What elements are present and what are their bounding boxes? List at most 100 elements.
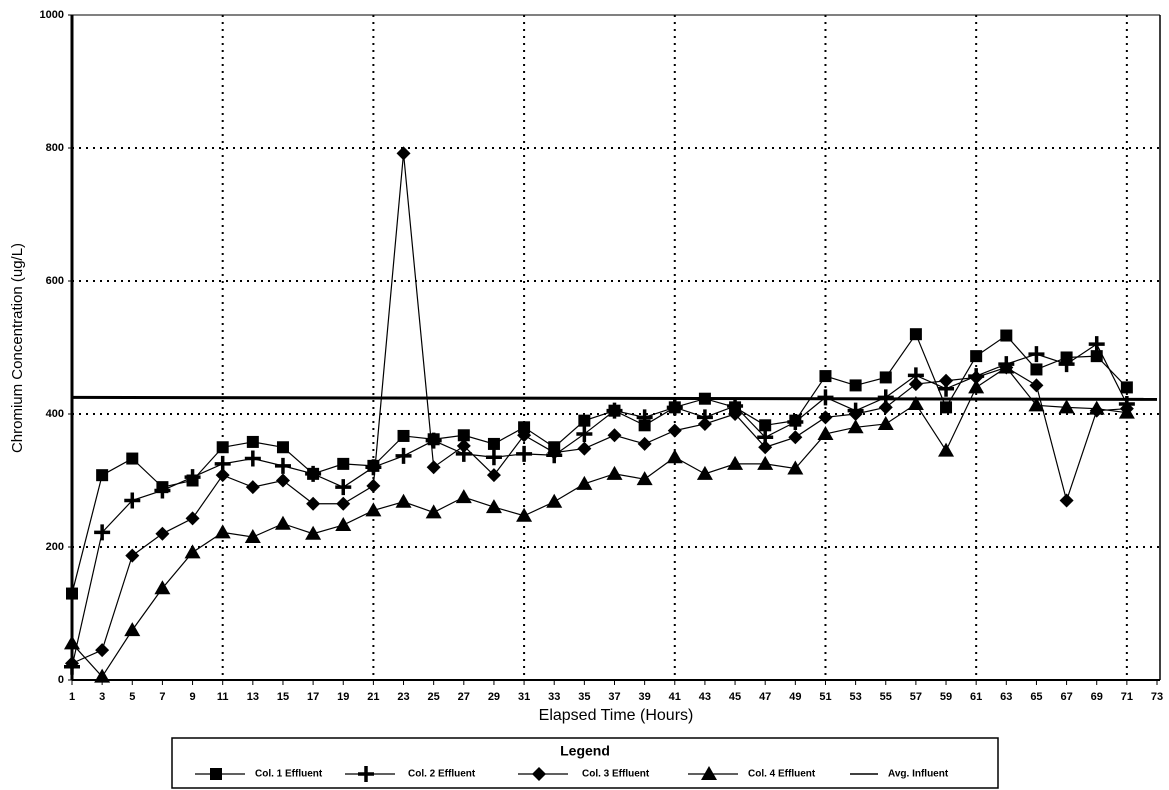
data-point <box>940 401 953 414</box>
data-point <box>787 460 804 475</box>
x-tick-label: 11 <box>217 691 229 703</box>
x-tick-label: 51 <box>819 691 831 703</box>
x-tick-label: 25 <box>428 691 440 703</box>
data-point <box>426 460 441 475</box>
y-axis-label: Chromium Concentration (ug/L) <box>9 243 26 453</box>
data-point <box>636 409 653 426</box>
data-point <box>154 482 171 499</box>
x-tick-label: 73 <box>1151 691 1163 703</box>
data-point <box>246 435 259 448</box>
data-point <box>998 359 1015 374</box>
data-point <box>94 668 111 683</box>
data-point <box>697 416 712 431</box>
data-point <box>485 499 502 514</box>
data-point <box>365 502 382 517</box>
data-point <box>184 469 201 486</box>
x-tick-label: 67 <box>1060 691 1072 703</box>
data-point <box>576 475 593 490</box>
data-point <box>395 447 412 464</box>
data-point <box>666 399 683 416</box>
legend-marker <box>701 766 717 780</box>
data-point <box>667 423 682 438</box>
data-point <box>637 436 652 451</box>
data-point <box>1090 350 1103 363</box>
x-tick-label: 63 <box>1000 691 1012 703</box>
data-point <box>487 437 500 450</box>
data-point <box>907 396 924 411</box>
data-point <box>96 469 109 482</box>
x-tick-label: 59 <box>940 691 952 703</box>
data-point <box>276 441 289 454</box>
x-tick-label: 39 <box>639 691 651 703</box>
legend-box <box>171 737 999 789</box>
data-point <box>577 441 592 456</box>
x-tick-label: 35 <box>578 691 590 703</box>
data-point <box>938 442 955 457</box>
x-tick-label: 29 <box>488 691 500 703</box>
data-point <box>155 526 170 541</box>
x-tick-label: 17 <box>307 691 319 703</box>
data-point <box>819 370 832 383</box>
data-point <box>274 515 291 530</box>
x-tick-label: 7 <box>159 691 165 703</box>
data-point <box>125 548 140 563</box>
data-point <box>909 328 922 341</box>
y-tick-label: 800 <box>46 142 64 154</box>
x-tick-label: 53 <box>849 691 861 703</box>
x-tick-label: 37 <box>608 691 620 703</box>
data-point <box>759 419 772 432</box>
data-point <box>606 465 623 480</box>
x-axis-label: Elapsed Time (Hours) <box>539 707 694 724</box>
data-point <box>518 421 531 434</box>
data-point <box>154 580 171 595</box>
data-point <box>456 438 471 453</box>
data-point <box>455 489 472 504</box>
x-tick-label: 41 <box>669 691 681 703</box>
data-point <box>818 410 833 425</box>
data-point <box>1030 363 1043 376</box>
x-tick-label: 5 <box>129 691 135 703</box>
legend-label: Col. 2 Effluent <box>408 769 476 780</box>
data-point <box>1028 397 1045 412</box>
data-point <box>305 465 322 482</box>
data-point <box>457 429 470 442</box>
data-point <box>636 471 653 486</box>
data-point <box>516 445 533 462</box>
x-tick-label: 3 <box>99 691 105 703</box>
y-tick-label: 400 <box>46 408 64 420</box>
data-point <box>124 622 141 637</box>
y-tick-label: 0 <box>58 674 64 686</box>
data-point <box>305 525 322 540</box>
data-point <box>336 496 351 511</box>
data-point <box>184 544 201 559</box>
x-tick-label: 45 <box>729 691 741 703</box>
data-point <box>607 428 622 443</box>
x-tick-label: 47 <box>759 691 771 703</box>
data-point <box>970 350 983 363</box>
x-tick-label: 15 <box>277 691 289 703</box>
data-point <box>215 468 230 483</box>
data-point <box>425 504 442 519</box>
x-tick-label: 9 <box>189 691 195 703</box>
legend-label: Col. 4 Effluent <box>748 769 816 780</box>
data-point <box>1120 381 1133 394</box>
data-point <box>185 511 200 526</box>
series-line <box>71 343 1128 667</box>
data-point <box>124 492 141 509</box>
x-tick-label: 33 <box>548 691 560 703</box>
data-point <box>486 468 501 483</box>
data-point <box>425 432 442 449</box>
data-point <box>275 473 290 488</box>
data-point <box>877 415 894 430</box>
y-tick-label: 600 <box>46 275 64 287</box>
data-point <box>1029 378 1044 393</box>
series-line <box>71 395 1158 401</box>
data-point <box>1059 493 1074 508</box>
x-tick-label: 65 <box>1030 691 1042 703</box>
x-tick-label: 19 <box>337 691 349 703</box>
x-tick-label: 55 <box>880 691 892 703</box>
x-tick-label: 49 <box>789 691 801 703</box>
data-point <box>547 445 562 460</box>
data-point <box>245 480 260 495</box>
